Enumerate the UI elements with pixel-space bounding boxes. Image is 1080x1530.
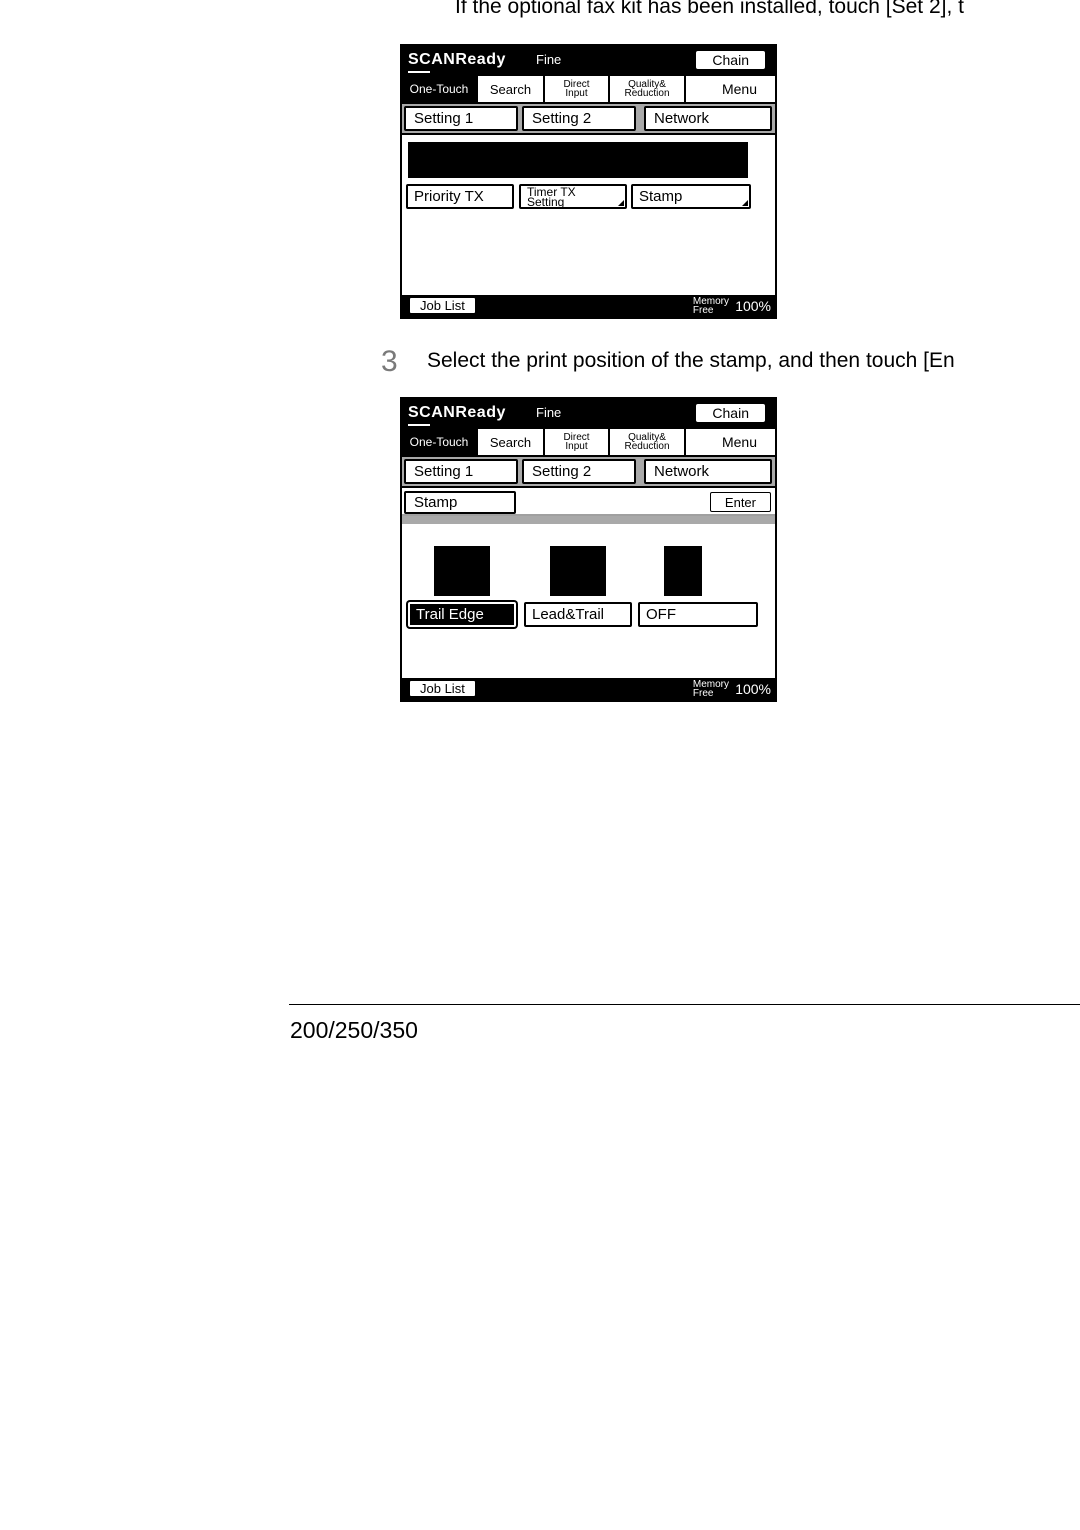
lead-trail-button[interactable]: Lead&Trail: [524, 602, 632, 627]
tab-quality-label: Quality&Reduction: [624, 80, 669, 98]
memory-free-value: 100%: [735, 298, 771, 314]
job-list-button[interactable]: Job List: [410, 681, 475, 696]
tab-row: One-Touch Search DirectInput Quality&Red…: [402, 429, 775, 457]
tab-direct-label: DirectInput: [563, 80, 589, 98]
setting-2-button[interactable]: Setting 2: [522, 459, 636, 484]
footer-text: 200/250/350: [290, 1017, 418, 1044]
stamp-button[interactable]: Stamp: [631, 184, 751, 209]
tab-quality-reduction[interactable]: Quality&Reduction: [610, 76, 686, 102]
step-number: 3: [381, 345, 398, 379]
stamp-preview-off: [664, 546, 702, 596]
off-label: OFF: [646, 606, 676, 623]
screen-header: SCANReady Fine Chain: [402, 399, 775, 429]
tab-one-touch[interactable]: One-Touch: [402, 429, 478, 455]
tab-direct-input[interactable]: DirectInput: [545, 76, 610, 102]
page: If the optional fax kit has been install…: [0, 0, 1080, 1530]
memory-free-label: MemoryFree: [693, 680, 729, 698]
tab-search[interactable]: Search: [478, 429, 545, 455]
tab-direct-label: DirectInput: [563, 433, 589, 451]
chain-button[interactable]: Chain: [696, 404, 765, 422]
header-resolution: Fine: [536, 405, 561, 420]
stamp-bar: Stamp Enter: [402, 488, 775, 516]
memory-free-label: MemoryFree: [693, 297, 729, 315]
job-list-button[interactable]: Job List: [410, 298, 475, 313]
intro-text: If the optional fax kit has been install…: [455, 0, 1080, 20]
header-ready: Ready: [455, 404, 506, 421]
footer-rule: [289, 1004, 1080, 1005]
submenu-corner-icon: [618, 200, 624, 206]
timer-tx-button[interactable]: Timer TXSetting: [519, 184, 627, 209]
screen-footer: Job List MemoryFree 100%: [402, 295, 775, 317]
chain-button[interactable]: Chain: [696, 51, 765, 69]
tab-one-touch[interactable]: One-Touch: [402, 76, 478, 102]
tab-quality-reduction[interactable]: Quality&Reduction: [610, 429, 686, 455]
stamp-preview-trail-edge: [434, 546, 490, 596]
step-text: Select the print position of the stamp, …: [427, 349, 1080, 373]
stamp-title: Stamp: [404, 491, 516, 514]
setting-1-button[interactable]: Setting 1: [404, 459, 518, 484]
header-scan: SCAN: [408, 404, 455, 421]
header-resolution: Fine: [536, 52, 561, 67]
screen-footer: Job List MemoryFree 100%: [402, 678, 775, 700]
priority-tx-button[interactable]: Priority TX: [406, 184, 514, 209]
network-button[interactable]: Network: [644, 459, 772, 484]
tab-quality-label: Quality&Reduction: [624, 433, 669, 451]
header-scan: SCAN: [408, 51, 455, 68]
header-underline-icon: [408, 71, 430, 73]
stamp-preview-lead-trail: [550, 546, 606, 596]
lcd-screen-2: SCANReady Fine Chain One-Touch Search Di…: [400, 397, 777, 702]
off-button[interactable]: OFF: [638, 602, 758, 627]
enter-button[interactable]: Enter: [710, 492, 771, 512]
header-ready: Ready: [455, 51, 506, 68]
screen-body: Trail Edge Lead&Trail OFF: [402, 524, 775, 678]
screen-body: Priority TX Timer TXSetting Stamp: [402, 135, 775, 295]
lcd-screen-1: SCANReady Fine Chain One-Touch Search Di…: [400, 44, 777, 319]
header-underline-icon: [408, 424, 430, 426]
trail-edge-label: Trail Edge: [416, 606, 484, 623]
submenu-corner-icon: [742, 200, 748, 206]
memory-free-value: 100%: [735, 681, 771, 697]
timer-tx-label: Timer TXSetting: [527, 187, 576, 207]
lead-trail-label: Lead&Trail: [532, 606, 604, 623]
gray-strip: [402, 516, 775, 524]
tab-direct-input[interactable]: DirectInput: [545, 429, 610, 455]
redacted-area: [408, 142, 748, 178]
stamp-label: Stamp: [639, 188, 682, 205]
setting-2-button[interactable]: Setting 2: [522, 106, 636, 131]
tab-menu[interactable]: Menu: [686, 76, 775, 102]
tab-row: One-Touch Search DirectInput Quality&Red…: [402, 76, 775, 104]
tab-menu[interactable]: Menu: [686, 429, 775, 455]
trail-edge-button[interactable]: Trail Edge: [408, 602, 516, 627]
setting-1-button[interactable]: Setting 1: [404, 106, 518, 131]
header-status: SCANReady: [408, 51, 506, 69]
priority-tx-label: Priority TX: [414, 188, 484, 205]
screen-header: SCANReady Fine Chain: [402, 46, 775, 76]
network-button[interactable]: Network: [644, 106, 772, 131]
settings-row: Setting 1 Setting 2 Network: [402, 104, 775, 135]
tab-search[interactable]: Search: [478, 76, 545, 102]
header-status: SCANReady: [408, 404, 506, 422]
settings-row: Setting 1 Setting 2 Network: [402, 457, 775, 488]
